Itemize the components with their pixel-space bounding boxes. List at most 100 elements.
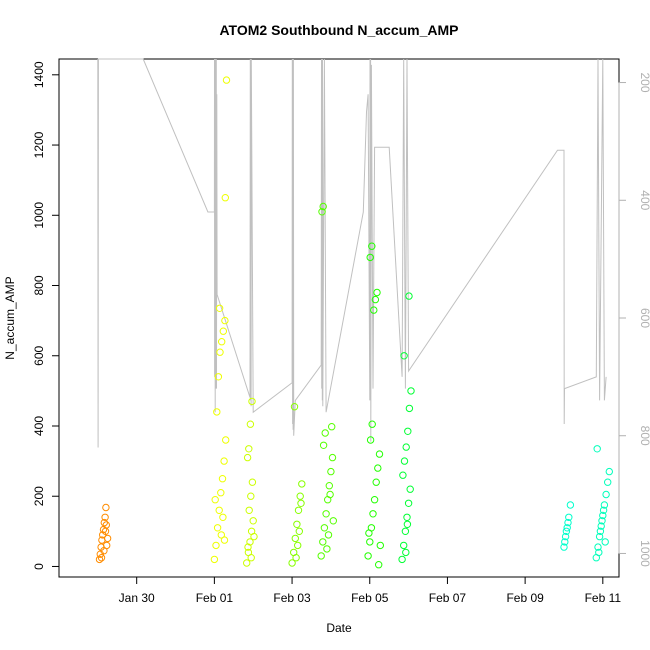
data-point [290, 403, 299, 411]
data-point [100, 547, 108, 555]
data-point [220, 457, 228, 465]
data-point [596, 527, 605, 535]
data-point [562, 527, 571, 535]
y2-tick-label: 600 [638, 308, 650, 328]
y-tick-label: 600 [32, 345, 46, 365]
data-point [403, 513, 411, 521]
data-point [565, 513, 573, 521]
y-tick-label: 200 [32, 486, 46, 506]
data-point [373, 288, 381, 297]
data-point [406, 485, 414, 493]
data-point [319, 441, 328, 449]
data-point [369, 510, 377, 518]
data-point [219, 513, 227, 521]
y2-tick-label: 800 [638, 426, 650, 446]
data-point [366, 253, 374, 262]
y-tick-label: 400 [32, 416, 46, 436]
data-point [215, 506, 223, 514]
data-point [364, 552, 372, 560]
data-point [371, 295, 380, 304]
chart-title: ATOM2 Southbound N_accum_AMP [219, 22, 458, 38]
data-point [220, 536, 229, 544]
data-point [294, 541, 302, 550]
data-point [248, 397, 256, 406]
data-point [221, 316, 229, 325]
depth-line [97, 58, 607, 448]
data-point [211, 496, 219, 504]
data-point [213, 408, 221, 416]
data-point [376, 541, 384, 550]
data-point [370, 496, 379, 504]
data-point [407, 387, 415, 395]
data-point [327, 467, 335, 476]
data-point [215, 304, 224, 312]
data-point [319, 538, 327, 546]
data-point [318, 208, 326, 216]
data-point [293, 520, 301, 528]
x-tick-label: Feb 05 [351, 591, 389, 605]
data-point [243, 559, 251, 567]
data-point [218, 338, 226, 346]
x-axis-label: Date [326, 621, 352, 635]
data-point [101, 513, 109, 521]
data-point [366, 538, 374, 546]
data-point [601, 538, 609, 546]
data-point [605, 467, 613, 476]
data-point [599, 506, 608, 514]
x-tick-label: Feb 11 [585, 591, 622, 605]
data-point [295, 527, 303, 535]
data-point [593, 445, 601, 453]
data-point [564, 518, 572, 527]
secondary-y-axis: 200 400 600 800 1000 [618, 72, 650, 567]
data-point [401, 527, 410, 535]
data-point [400, 352, 408, 360]
data-point [375, 561, 383, 569]
data-point [400, 457, 409, 465]
y2-tick-label: 1000 [638, 540, 650, 567]
y-tick-label: 1400 [32, 61, 46, 88]
data-point [222, 436, 230, 444]
x-tick-label: Feb 07 [429, 591, 467, 605]
data-point [100, 518, 109, 527]
data-point [370, 306, 378, 314]
data-point [218, 475, 227, 483]
data-point [399, 471, 407, 479]
data-point [405, 292, 413, 300]
data-point [372, 478, 380, 486]
data-point [102, 521, 111, 529]
data-point [595, 532, 604, 541]
data-point [595, 548, 603, 557]
data-point [95, 555, 104, 564]
x-axis: Jan 30 Feb 01 Feb 03 Feb 05 Feb 07 Feb 09 Feb … [119, 576, 622, 605]
data-point [103, 534, 112, 543]
plot-frame [58, 58, 620, 578]
data-point [604, 478, 612, 486]
data-point [297, 499, 305, 507]
data-point [403, 520, 412, 528]
data-point [216, 348, 224, 356]
data-point [325, 482, 333, 490]
data-point [243, 453, 252, 462]
data-point [405, 404, 414, 413]
data-point [404, 499, 413, 507]
data-point [246, 538, 254, 546]
data-point [404, 427, 412, 435]
data-point [221, 194, 230, 202]
y-tick-label: 0 [32, 563, 46, 570]
y-tick-label: 800 [32, 275, 46, 295]
data-point [102, 503, 110, 512]
data-point [292, 554, 300, 562]
data-point [214, 373, 223, 381]
data-point [366, 436, 375, 444]
depth-series [97, 58, 607, 448]
data-point [560, 543, 568, 551]
data-point [368, 242, 376, 250]
data-point [245, 506, 253, 514]
data-point [329, 517, 337, 525]
data-point [245, 445, 253, 453]
data-point [247, 492, 255, 500]
data-point [597, 522, 605, 530]
data-point [324, 531, 333, 539]
data-point [561, 532, 570, 541]
data-point [594, 543, 602, 551]
